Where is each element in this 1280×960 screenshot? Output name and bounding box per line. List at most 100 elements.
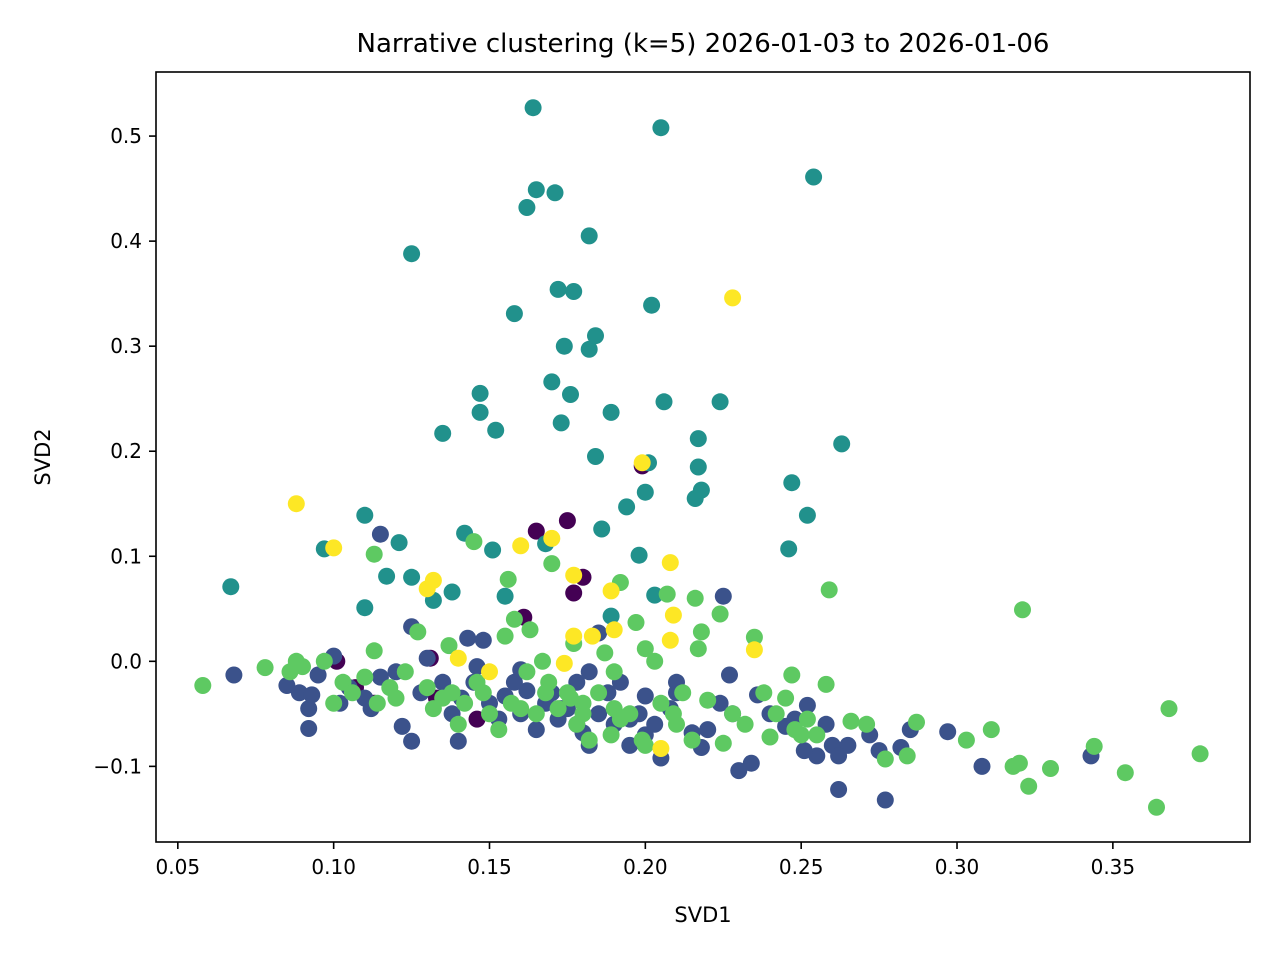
scatter-point-cluster-3 bbox=[1160, 700, 1178, 718]
scatter-point-cluster-3 bbox=[783, 666, 801, 684]
scatter-point-cluster-3 bbox=[396, 663, 414, 681]
scatter-point-cluster-3 bbox=[1085, 737, 1103, 755]
scatter-point-cluster-2 bbox=[484, 541, 502, 559]
scatter-point-cluster-3 bbox=[465, 533, 483, 551]
scatter-point-cluster-4 bbox=[664, 606, 682, 624]
scatter-point-cluster-2 bbox=[630, 546, 648, 564]
scatter-point-cluster-4 bbox=[555, 654, 573, 672]
scatter-point-cluster-3 bbox=[580, 731, 598, 749]
scatter-point-cluster-3 bbox=[820, 581, 838, 599]
scatter-point-cluster-2 bbox=[487, 421, 505, 439]
scatter-point-cluster-2 bbox=[555, 337, 573, 355]
scatter-point-cluster-3 bbox=[908, 713, 925, 731]
scatter-point-cluster-1 bbox=[721, 666, 738, 684]
scatter-point-cluster-1 bbox=[418, 649, 436, 667]
scatter-point-cluster-4 bbox=[325, 539, 343, 557]
y-tick-label: 0.3 bbox=[110, 334, 142, 358]
scatter-point-cluster-4 bbox=[449, 649, 467, 667]
x-tick-label: 0.35 bbox=[1091, 855, 1136, 879]
scatter-point-cluster-3 bbox=[456, 694, 474, 712]
scatter-point-cluster-3 bbox=[652, 694, 670, 712]
scatter-point-cluster-2 bbox=[692, 481, 710, 499]
scatter-point-cluster-1 bbox=[371, 525, 389, 543]
scatter-point-cluster-3 bbox=[1191, 745, 1209, 763]
scatter-point-cluster-3 bbox=[636, 640, 654, 658]
scatter-point-cluster-0 bbox=[565, 584, 583, 602]
scatter-point-cluster-2 bbox=[527, 181, 545, 199]
scatter-point-cluster-3 bbox=[808, 726, 826, 744]
scatter-point-cluster-4 bbox=[661, 554, 679, 572]
scatter-point-cluster-1 bbox=[527, 721, 545, 739]
scatter-point-cluster-4 bbox=[583, 627, 601, 645]
scatter-point-cluster-1 bbox=[309, 666, 327, 684]
scatter-point-cluster-2 bbox=[549, 280, 567, 298]
scatter-point-cluster-3 bbox=[1148, 798, 1165, 816]
scatter-point-cluster-3 bbox=[387, 689, 405, 707]
scatter-point-cluster-1 bbox=[590, 705, 608, 723]
scatter-point-cluster-3 bbox=[683, 731, 701, 749]
x-tick-label: 0.20 bbox=[623, 855, 668, 879]
scatter-point-cluster-3 bbox=[474, 684, 492, 702]
scatter-point-cluster-2 bbox=[505, 305, 523, 323]
scatter-point-cluster-4 bbox=[565, 566, 583, 584]
scatter-point-cluster-3 bbox=[689, 640, 707, 658]
scatter-point-cluster-3 bbox=[898, 747, 916, 765]
scatter-point-cluster-3 bbox=[711, 605, 729, 623]
x-tick-label: 0.25 bbox=[779, 855, 824, 879]
scatter-point-cluster-3 bbox=[343, 684, 361, 702]
scatter-point-cluster-3 bbox=[502, 694, 520, 712]
scatter-point-cluster-2 bbox=[593, 520, 611, 538]
scatter-point-cluster-2 bbox=[711, 393, 729, 411]
scatter-point-cluster-2 bbox=[356, 599, 374, 617]
scatter-point-cluster-2 bbox=[780, 540, 798, 558]
scatter-point-cluster-2 bbox=[833, 435, 851, 453]
scatter-point-cluster-2 bbox=[636, 483, 654, 501]
scatter-point-cluster-3 bbox=[527, 705, 545, 723]
scatter-point-cluster-3 bbox=[817, 675, 835, 693]
scatter-point-cluster-2 bbox=[602, 607, 620, 625]
scatter-point-cluster-3 bbox=[256, 659, 274, 677]
x-axis: 0.05 0.10 0.15 0.20 0.25 0.30 0.35 bbox=[156, 842, 1136, 879]
scatter-point-cluster-1 bbox=[795, 742, 813, 760]
scatter-point-cluster-3 bbox=[521, 621, 539, 639]
plot-frame bbox=[155, 71, 1251, 843]
scatter-point-cluster-3 bbox=[658, 585, 676, 603]
y-tick-label: 0.1 bbox=[110, 544, 142, 568]
scatter-point-cluster-3 bbox=[724, 705, 742, 723]
scatter-point-cluster-3 bbox=[761, 728, 779, 746]
scatter-point-cluster-4 bbox=[424, 571, 442, 589]
scatter-point-cluster-1 bbox=[300, 700, 318, 718]
scatter-point-cluster-2 bbox=[434, 424, 452, 442]
scatter-point-cluster-4 bbox=[745, 641, 763, 659]
scatter-point-cluster-1 bbox=[580, 663, 598, 681]
scatter-point-cluster-1 bbox=[303, 686, 321, 704]
scatter-point-cluster-3 bbox=[534, 652, 551, 670]
scatter-point-cluster-2 bbox=[378, 567, 396, 585]
scatter-point-cluster-4 bbox=[287, 495, 305, 513]
scatter-point-cluster-2 bbox=[689, 430, 707, 448]
scatter-point-cluster-3 bbox=[605, 663, 623, 681]
scatter-point-cluster-3 bbox=[365, 545, 383, 563]
x-tick-label: 0.30 bbox=[935, 855, 980, 879]
scatter-point-cluster-3 bbox=[674, 684, 692, 702]
x-tick-label: 0.10 bbox=[311, 855, 356, 879]
scatter-point-cluster-3 bbox=[543, 555, 561, 573]
scatter-point-cluster-4 bbox=[602, 582, 620, 600]
y-tick-label: 0.0 bbox=[110, 649, 142, 673]
scatter-point-cluster-4 bbox=[661, 631, 679, 649]
scatter-point-cluster-3 bbox=[692, 623, 710, 641]
scatter-point-cluster-3 bbox=[194, 677, 212, 694]
scatter-point-cluster-2 bbox=[805, 168, 823, 186]
scatter-point-cluster-2 bbox=[403, 568, 421, 586]
scatter-point-cluster-3 bbox=[294, 658, 311, 676]
scatter-point-cluster-3 bbox=[842, 712, 860, 730]
scatter-point-cluster-3 bbox=[664, 705, 682, 723]
scatter-point-cluster-1 bbox=[730, 762, 748, 780]
y-tick-label: −0.1 bbox=[93, 754, 142, 778]
scatter-point-cluster-3 bbox=[1020, 777, 1038, 795]
scatter-point-cluster-2 bbox=[580, 340, 598, 358]
scatter-point-cluster-2 bbox=[356, 506, 374, 524]
scatter-point-cluster-3 bbox=[1116, 764, 1134, 782]
scatter-point-cluster-1 bbox=[939, 723, 957, 741]
